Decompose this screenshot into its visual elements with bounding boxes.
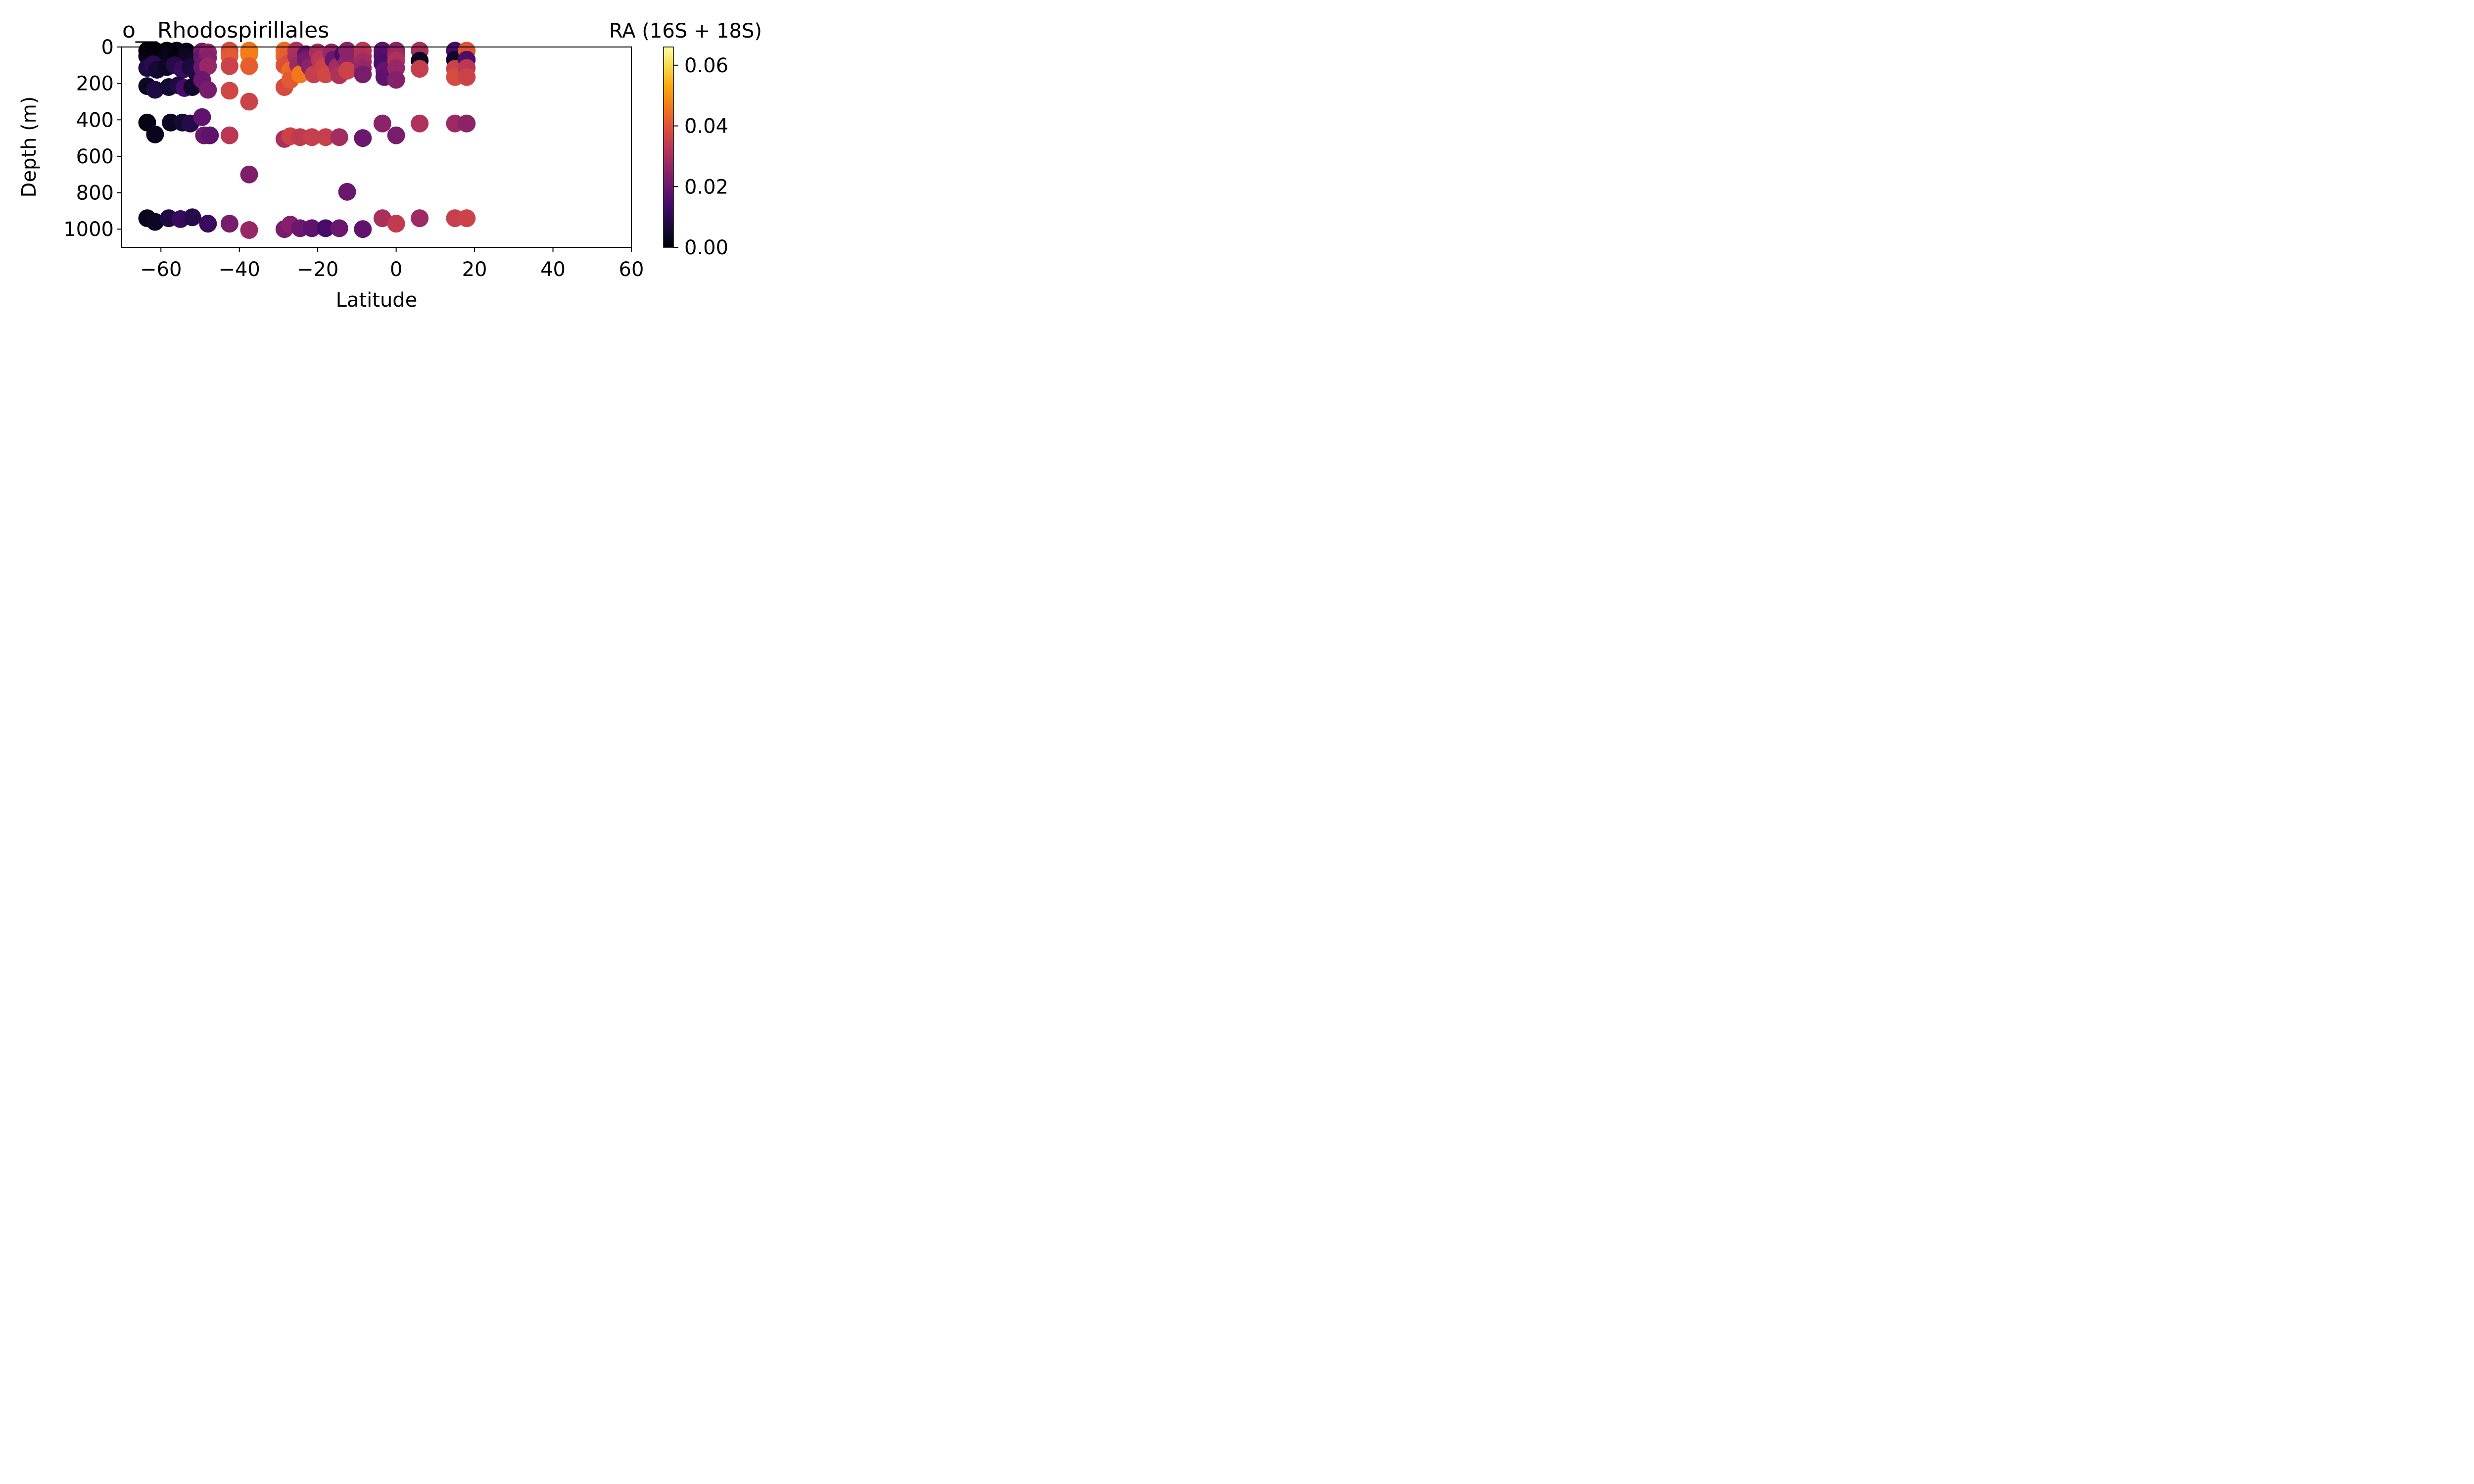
data-point	[183, 208, 201, 227]
data-point	[199, 215, 217, 233]
data-point	[220, 82, 238, 100]
data-point	[354, 129, 372, 147]
y-tick-label: 400	[76, 109, 114, 132]
colorbar-tick-label: 0.04	[684, 115, 728, 138]
data-point	[201, 126, 219, 144]
x-tick-label: −40	[218, 258, 260, 281]
y-tick-label: 1000	[63, 218, 114, 241]
data-point	[411, 60, 429, 78]
data-point	[317, 219, 334, 237]
data-point	[354, 220, 372, 238]
x-tick-label: 0	[390, 258, 402, 281]
x-axis: −60 −40 −20 0 20 40 60	[140, 247, 644, 281]
y-tick-label: 200	[76, 73, 114, 95]
data-point	[330, 219, 348, 237]
data-point	[373, 114, 391, 133]
data-point	[338, 42, 356, 60]
y-axis-label: Depth (m)	[18, 96, 41, 198]
data-point	[220, 215, 238, 233]
data-point	[146, 81, 164, 99]
x-tick-label: 20	[462, 258, 487, 281]
data-point	[338, 183, 356, 201]
x-tick-label: −60	[140, 258, 182, 281]
x-axis-label: Latitude	[336, 289, 418, 312]
x-tick-label: 60	[619, 258, 644, 281]
data-point	[411, 114, 429, 133]
data-point	[411, 209, 429, 228]
data-point	[458, 209, 476, 228]
data-point	[458, 114, 476, 133]
data-point	[387, 126, 405, 144]
x-tick-label: −20	[297, 258, 338, 281]
data-point	[303, 128, 321, 146]
data-point	[240, 93, 258, 111]
y-tick-label: 0	[101, 36, 114, 59]
colorbar	[663, 46, 674, 248]
data-point	[387, 71, 405, 89]
data-point	[199, 57, 217, 75]
data-point	[240, 165, 258, 184]
colorbar-title: RA (16S + 18S)	[609, 20, 762, 43]
colorbar-axis: 0.00 0.02 0.04 0.06	[673, 54, 728, 259]
data-points	[138, 42, 476, 239]
data-point	[240, 57, 258, 75]
data-point	[354, 65, 372, 84]
data-point	[387, 215, 405, 233]
colorbar-tick-label: 0.06	[684, 54, 728, 77]
data-point	[338, 61, 356, 80]
y-axis: 0 200 400 600 800 1000	[63, 36, 122, 241]
data-point	[240, 221, 258, 239]
plot-frame	[121, 46, 632, 248]
scatter-chart: o__Rhodospirillales RA (16S + 18S) −60 −4…	[18, 18, 762, 312]
data-point	[199, 81, 217, 99]
data-point	[458, 68, 476, 86]
data-point	[146, 125, 164, 143]
data-point	[220, 57, 238, 75]
data-point	[303, 219, 321, 237]
data-point	[317, 128, 334, 146]
colorbar-tick-label: 0.02	[684, 176, 728, 198]
data-point	[330, 128, 348, 146]
data-point	[373, 209, 391, 228]
colorbar-tick-label: 0.00	[684, 236, 728, 259]
data-point	[193, 108, 211, 126]
y-tick-label: 800	[76, 182, 114, 205]
data-point	[220, 126, 238, 144]
y-tick-label: 600	[76, 145, 114, 168]
x-tick-label: 40	[540, 258, 566, 281]
data-point	[146, 213, 164, 231]
chart-title: o__Rhodospirillales	[122, 18, 329, 43]
